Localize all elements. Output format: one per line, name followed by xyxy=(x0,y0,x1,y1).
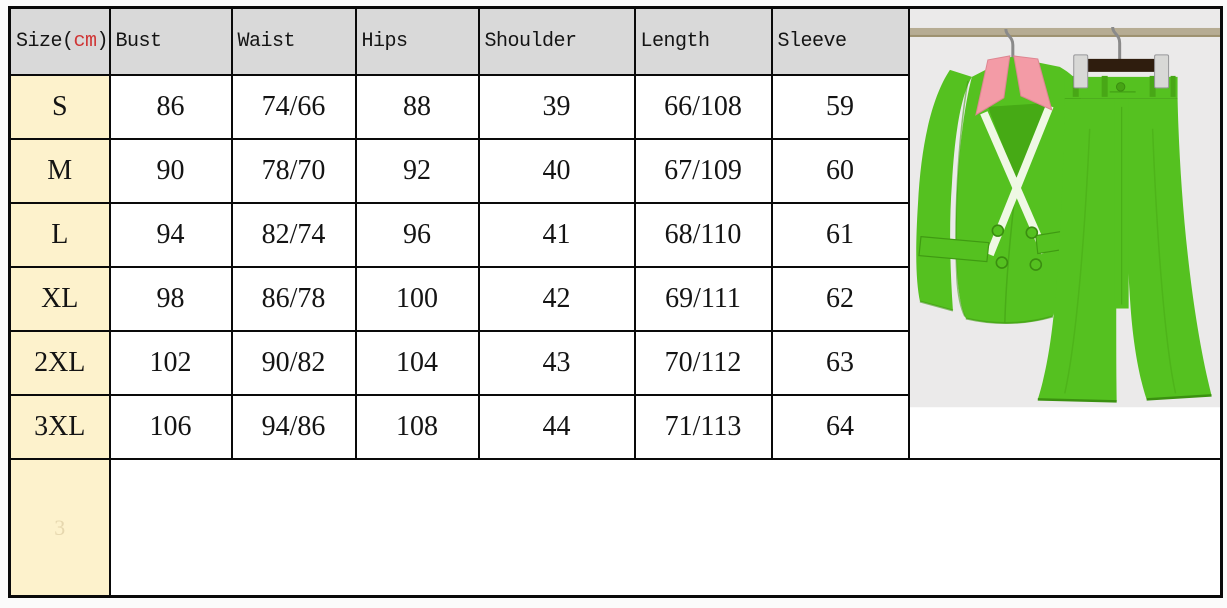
sleeve-value: 62 xyxy=(770,265,910,333)
hips-value: 108 xyxy=(354,394,480,461)
shoulder-value: 43 xyxy=(477,330,636,397)
hips-value: 100 xyxy=(354,265,480,333)
waist-value: 74/66 xyxy=(230,73,357,140)
left-hanger-hook-icon xyxy=(1003,28,1014,63)
header-length: Length xyxy=(633,6,773,76)
sleeve-value: 59 xyxy=(770,73,910,140)
bust-value: 94 xyxy=(108,201,233,268)
pants-button xyxy=(1115,82,1125,92)
size-row-m: M 90 78/70 92 40 67/109 60 xyxy=(8,137,1222,204)
bust-value: 98 xyxy=(108,265,233,333)
photo-bottom-margin xyxy=(910,407,1220,458)
length-value: 67/109 xyxy=(633,137,773,204)
size-row-xl: XL 98 86/78 100 42 69/111 62 xyxy=(8,265,1222,333)
sleeve-value: 63 xyxy=(770,330,910,397)
green-pants xyxy=(1037,75,1212,403)
bottom-row: 3 xyxy=(8,458,1223,598)
product-photo xyxy=(910,9,1220,458)
bust-value: 86 xyxy=(108,73,233,140)
length-value: 71/113 xyxy=(633,394,773,461)
pink-collar xyxy=(974,55,1053,116)
pants-hanger-wood xyxy=(1083,58,1156,72)
right-hanger-hook-icon xyxy=(1110,26,1121,61)
shoulder-value: 39 xyxy=(477,73,636,140)
waist-value: 94/86 xyxy=(230,394,357,461)
header-hips: Hips xyxy=(354,6,480,76)
size-label: 3XL xyxy=(8,394,111,461)
bust-value: 106 xyxy=(108,394,233,461)
size-label: S xyxy=(8,73,111,140)
waist-value: 86/78 xyxy=(230,265,357,333)
shoulder-value: 44 xyxy=(477,394,636,461)
length-value: 66/108 xyxy=(633,73,773,140)
header-size-prefix: Size( xyxy=(16,29,74,53)
bust-value: 102 xyxy=(108,330,233,397)
size-row-s: S 86 74/66 88 39 66/108 59 xyxy=(8,73,1222,140)
size-label: M xyxy=(8,137,111,204)
belt-loop xyxy=(1170,75,1176,97)
size-label: L xyxy=(8,201,111,268)
shoulder-value: 42 xyxy=(477,265,636,333)
header-size-cm: Size(cm) xyxy=(8,6,111,76)
hips-value: 96 xyxy=(354,201,480,268)
belt-loop xyxy=(1149,75,1156,97)
size-label: 2XL xyxy=(8,330,111,397)
waist-value: 82/74 xyxy=(230,201,357,268)
length-value: 70/112 xyxy=(633,330,773,397)
blazer-buttons xyxy=(991,224,1042,271)
header-shoulder: Shoulder xyxy=(477,6,636,76)
header-size-suffix: ) xyxy=(96,29,109,53)
hips-value: 92 xyxy=(354,137,480,204)
sleeve-value: 61 xyxy=(770,201,910,268)
header-row: Size(cm) Bust Waist Hips Shoulder Length… xyxy=(8,6,1223,461)
header-size-unit: cm xyxy=(73,29,98,53)
sleeve-value: 64 xyxy=(770,394,910,461)
blazer-inner-lining xyxy=(987,102,1048,183)
product-photo-cell xyxy=(907,6,1223,461)
bottom-empty-cell xyxy=(108,458,1223,598)
bust-value: 90 xyxy=(108,137,233,204)
length-value: 68/110 xyxy=(633,201,773,268)
left-pocket-flap xyxy=(917,235,990,263)
size-row-3xl: 3XL 106 94/86 108 44 71/113 64 xyxy=(8,394,1222,461)
size-chart-table: Size(cm) Bust Waist Hips Shoulder Length… xyxy=(8,6,1223,598)
waist-value: 78/70 xyxy=(230,137,357,204)
header-sleeve: Sleeve xyxy=(770,6,910,76)
clothes-rod xyxy=(910,27,1220,37)
size-row-2xl: 2XL 102 90/82 104 43 70/112 63 xyxy=(8,330,1222,397)
bottom-left-cell: 3 xyxy=(8,458,111,598)
shoulder-value: 40 xyxy=(477,137,636,204)
size-label: XL xyxy=(8,265,111,333)
size-row-l: L 94 82/74 96 41 68/110 61 xyxy=(8,201,1222,268)
shoulder-value: 41 xyxy=(477,201,636,268)
faint-watermark: 3 xyxy=(54,514,66,540)
length-value: 69/111 xyxy=(633,265,773,333)
hanger-clips xyxy=(1072,54,1169,89)
belt-loop xyxy=(1101,75,1108,97)
hips-value: 88 xyxy=(354,73,480,140)
header-bust: Bust xyxy=(108,6,233,76)
waist-value: 90/82 xyxy=(230,330,357,397)
header-waist: Waist xyxy=(230,6,357,76)
sleeve-value: 60 xyxy=(770,137,910,204)
hips-value: 104 xyxy=(354,330,480,397)
